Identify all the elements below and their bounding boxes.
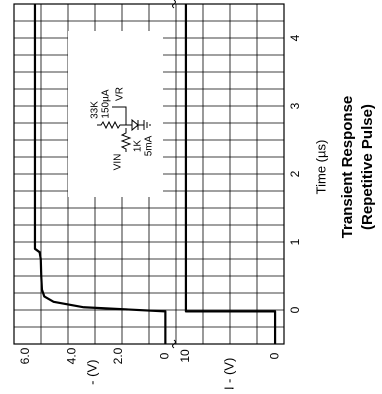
axis-break-mark <box>172 339 176 349</box>
schematic-backdrop <box>68 31 163 197</box>
curve-layer <box>33 4 277 344</box>
chart-title: Transient Response <box>339 96 356 239</box>
schematic-label-vr: VR <box>115 87 126 101</box>
schematic-label-5ma: 5mA <box>144 135 155 156</box>
time-tick-label: 3 <box>288 102 302 109</box>
time-tick-label: 2 <box>288 170 302 177</box>
time-tick-label: 1 <box>288 238 302 245</box>
panel-axis-label: VR - (V) <box>84 360 99 389</box>
schematic-label-1k: 1K <box>133 140 144 153</box>
value-tick-label: 2.0 <box>111 347 125 364</box>
time-axis-label: Time (µs) <box>313 140 328 195</box>
grid-layer <box>13 0 285 349</box>
value-tick-label: 10 <box>178 349 192 363</box>
schematic-label-33k: 33K <box>90 101 101 119</box>
schematic-diode-ground <box>126 118 151 132</box>
value-tick-label: 0 <box>267 352 281 359</box>
axis-break-mark <box>172 0 176 9</box>
panel-axis-label: VIN - (V) <box>221 358 236 389</box>
curve-0 <box>33 4 167 344</box>
curve-1 <box>184 4 277 344</box>
schematic-label-150ua: 150µA <box>101 89 112 118</box>
value-tick-label: 4.0 <box>64 347 78 364</box>
value-tick-label: 0 <box>158 352 172 359</box>
schematic-output-line <box>112 106 127 125</box>
label-layer: 0 2.0 4.0 6.0 0 10 VR - (V) VIN - (V) 0 1 2 3 4 Time … <box>18 34 376 394</box>
schematic-group: VIN 1K 5mA 33K 150µA VR <box>90 87 155 170</box>
time-tick-label: 0 <box>288 306 302 313</box>
schematic-resistor-1k <box>120 128 132 152</box>
schematic-resistor-33k <box>97 120 126 130</box>
value-tick-label: 6.0 <box>18 347 32 364</box>
chart-subtitle: (Repetitive Pulse) <box>359 104 376 230</box>
time-tick-label: 4 <box>288 34 302 41</box>
schematic-label-vin: VIN <box>113 154 124 171</box>
